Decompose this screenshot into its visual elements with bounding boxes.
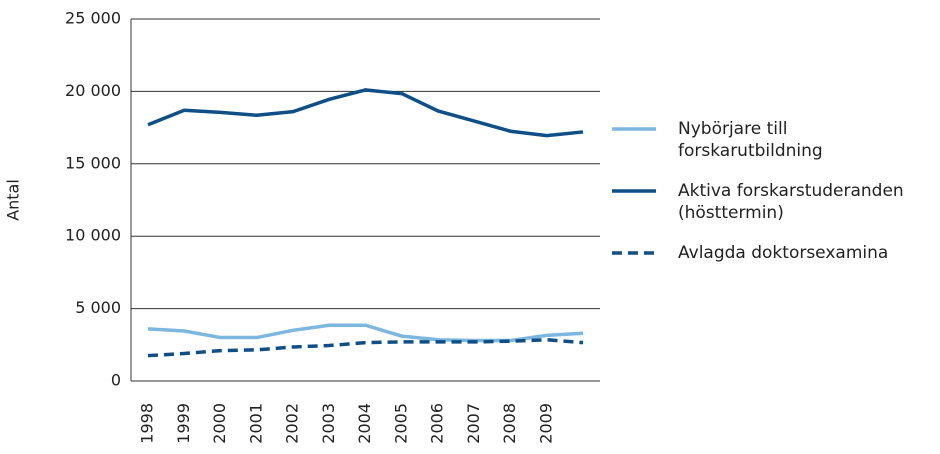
series-line xyxy=(147,337,584,358)
x-tick-label: 2008 xyxy=(500,403,519,444)
y-tick-label: 10 000 xyxy=(65,226,121,245)
legend: Nybörjare till forskarutbildning Aktiva f… xyxy=(610,118,935,282)
series-line xyxy=(147,323,584,343)
legend-swatch xyxy=(612,127,656,131)
legend-item: Aktiva forskarstuderanden (hösttermin) xyxy=(610,180,935,224)
legend-label: Aktiva forskarstuderanden (hösttermin) xyxy=(678,181,904,223)
y-tick-label: 5 000 xyxy=(75,298,121,317)
x-tick-label: 1999 xyxy=(174,403,193,444)
series-line xyxy=(147,88,584,138)
y-tick-label: 25 000 xyxy=(65,9,121,28)
legend-item: Avlagda doktorsexamina xyxy=(610,242,935,264)
x-tick-label: 2001 xyxy=(246,403,265,444)
legend-label: Avlagda doktorsexamina xyxy=(678,243,889,263)
legend-swatch xyxy=(612,251,656,255)
x-tick-label: 2006 xyxy=(428,403,447,444)
x-tick-label: 2002 xyxy=(283,403,302,444)
legend-label: Nybörjare till forskarutbildning xyxy=(678,119,823,161)
y-axis-label: Antal xyxy=(4,179,23,221)
y-tick-label: 0 xyxy=(111,371,121,390)
x-tick-label: 2000 xyxy=(210,403,229,444)
legend-swatch xyxy=(612,189,656,193)
y-tick-label: 20 000 xyxy=(65,81,121,100)
x-tick-label: 2004 xyxy=(355,403,374,444)
x-tick-label: 2005 xyxy=(391,403,410,444)
x-tick-label: 2009 xyxy=(536,403,555,444)
x-tick-label: 2003 xyxy=(319,403,338,444)
x-tick-label: 2007 xyxy=(464,403,483,444)
x-tick-label: 1998 xyxy=(138,403,157,444)
y-tick-label: 15 000 xyxy=(65,153,121,172)
legend-item: Nybörjare till forskarutbildning xyxy=(610,118,935,162)
